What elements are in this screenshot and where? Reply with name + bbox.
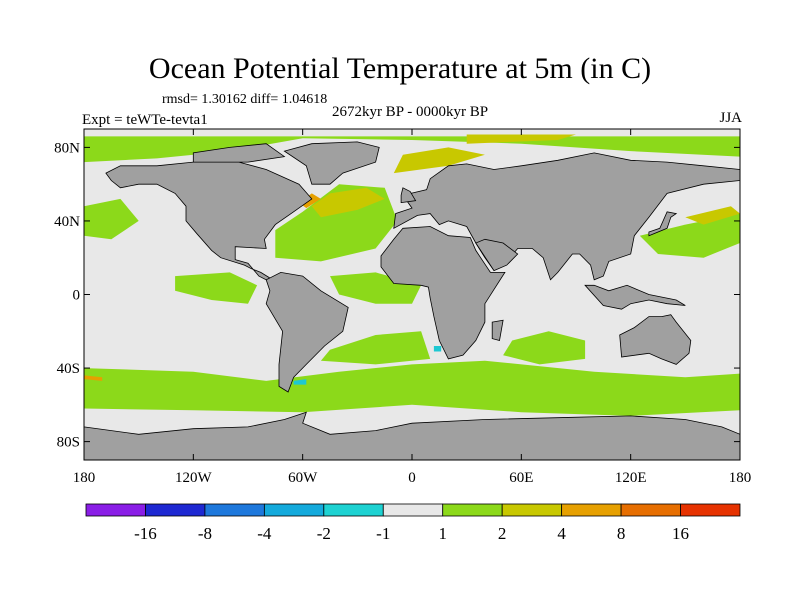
band-north-atlantic-warm [311,187,385,218]
colorbar-swatch [145,503,206,517]
land-north-america [105,161,313,281]
colorbar-label: 2 [498,524,507,543]
colorbar-swatch [85,503,146,517]
band-arctic [84,136,740,163]
colorbar-swatch [382,503,444,517]
band-nordic-warm [393,147,485,174]
lon-tick-label: 180 [73,470,96,486]
land-south-america [265,271,349,393]
lat-tick-label: 40S [57,361,80,377]
lat-tick-label: 0 [73,288,81,304]
band-southern-warm [84,375,103,381]
band-south-cool-1 [293,379,307,385]
colorbar-swatch [501,503,563,517]
colorbar-label: -4 [257,524,272,543]
period-label: 2672kyr BP - 0000kyr BP [331,104,489,120]
lat-tick-label: 80N [54,140,80,156]
lon-tick-label: 60W [288,470,318,486]
lon-tick-label: 60E [509,470,533,486]
band-east-pacific [175,272,258,304]
lon-tick-label: 180 [729,470,752,486]
lat-tick-label: 80S [57,435,80,451]
lat-tick-label: 40N [54,214,80,230]
colorbar-swatch [263,503,325,517]
land-arabia [475,238,519,272]
colorbar-label: -8 [198,524,212,543]
plot-title: Ocean Potential Temperature at 5m (in C) [148,52,652,85]
band-south-indian [503,331,586,365]
land-madagascar [491,319,504,341]
land-australia [619,314,692,365]
colorbar-label: 16 [672,524,689,543]
colorbar-swatch [323,503,384,517]
colorbar-swatch [620,503,681,517]
experiment-label: Expt = teWTe-tevta1 [82,112,208,128]
land-africa [380,226,506,360]
map-field-layer [84,129,740,460]
colorbar-label: 4 [557,524,566,543]
band-south-atlantic [320,331,431,365]
season-label: JJA [719,110,742,126]
colorbar-swatch [561,503,622,517]
colorbar-label: -2 [317,524,331,543]
colorbar: -16 -8 -4 -2 -1 1 2 4 8 16 [85,503,741,543]
band-north-pacific-warm [685,206,740,225]
land-indonesia [584,284,686,310]
colorbar-label: -1 [376,524,390,543]
rmsd-diff-stats: rmsd= 1.30162 diff= 1.04618 [162,92,328,107]
lon-tick-label: 120W [175,470,213,486]
land-uk [400,187,417,204]
band-south-cool-2 [433,346,442,352]
land-greenland [283,141,380,185]
lon-tick-label: 120E [615,470,647,486]
band-north-pacific-west [84,198,139,240]
lon-tick-label: 0 [408,470,416,486]
colorbar-label: 8 [617,524,626,543]
map-axes: 80N 40N 0 40S 80S 180 120W 60W 0 60E 120E 180 [54,129,751,486]
colorbar-label: -16 [134,524,157,543]
colorbar-swatch [680,503,741,517]
land-antarctica [84,411,740,460]
band-north-pacific-east [639,213,740,258]
land-japan [648,211,678,237]
band-southern-ocean [84,360,740,416]
colorbar-swatch [442,503,503,517]
land-canada-islands [192,143,286,163]
band-arctic-warm [466,134,576,144]
colorbar-label: 1 [438,524,447,543]
colorbar-swatch [204,503,265,517]
